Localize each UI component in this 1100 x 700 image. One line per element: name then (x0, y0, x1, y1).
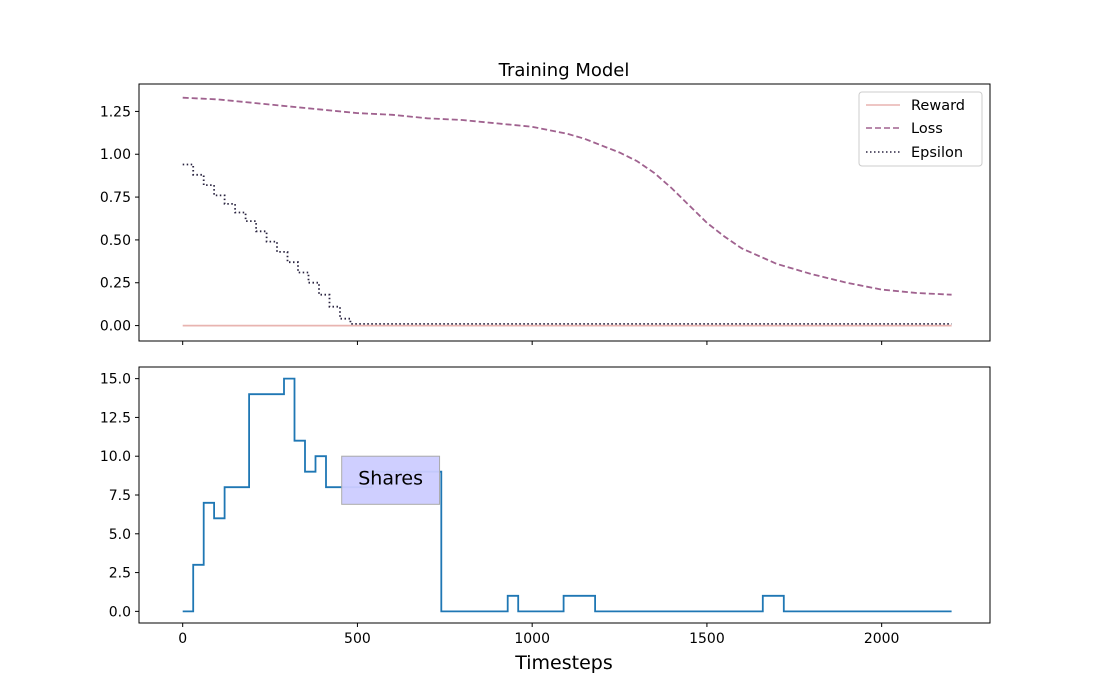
top-plot-frame (138, 83, 991, 342)
bottom-x-tick-label: 2000 (864, 631, 900, 647)
bottom-x-tick-label: 0 (178, 631, 187, 647)
bottom-y-tick-label: 7.5 (109, 488, 131, 504)
bottom-y-tick-label: 12.5 (100, 410, 131, 426)
shares-annotation-box (341, 455, 441, 505)
legend-reward-label: Reward (911, 98, 965, 114)
bottom-y-tick-label: 0.0 (109, 604, 131, 620)
bottom-y-tick-label: 2.5 (109, 566, 131, 582)
shares-series-line (182, 377, 952, 613)
bottom-x-tick-label: 1000 (514, 631, 550, 647)
bottom-series-group (182, 377, 952, 613)
top-y-axis: 0.00 0.25 0.50 0.75 1.00 1.25 (100, 104, 139, 335)
top-x-axis (182, 341, 883, 345)
top-y-tick-label: 0.00 (100, 319, 131, 335)
bottom-y-axis: 0.0 2.5 5.0 7.5 10.0 12.5 15.0 (100, 372, 139, 620)
top-y-tick-label: 0.25 (100, 276, 131, 292)
bottom-x-tick-label: 500 (344, 631, 371, 647)
top-y-tick-label: 0.50 (100, 233, 131, 249)
bottom-x-axis: 0 500 1000 1500 2000 (178, 623, 899, 647)
bottom-y-tick-label: 15.0 (100, 372, 131, 388)
chart-title: Training Model (498, 60, 630, 81)
legend: Reward Loss Epsilon (858, 91, 983, 167)
bottom-y-tick-label: 10.0 (100, 449, 131, 465)
top-y-tick-label: 0.75 (100, 190, 131, 206)
top-series-group (182, 96, 952, 327)
loss-series-line (182, 96, 952, 296)
shares-annotation-text: Shares (358, 467, 423, 489)
x-axis-label: Timesteps (514, 652, 613, 674)
shares-panel: Shares 0 500 1000 1500 2000 0.0 2.5 5.0 7.5 10.0… (100, 366, 991, 674)
legend-loss-label: Loss (911, 121, 943, 137)
bottom-plot-frame (138, 366, 991, 624)
top-y-tick-label: 1.00 (100, 147, 131, 163)
bottom-y-tick-label: 5.0 (109, 527, 131, 543)
legend-epsilon-label: Epsilon (911, 145, 963, 161)
top-y-tick-label: 1.25 (100, 104, 131, 120)
legend-box (858, 91, 983, 167)
epsilon-series-line (182, 163, 952, 325)
bottom-x-tick-label: 1500 (689, 631, 725, 647)
training-model-panel: Training Model 0.000.250.500.751.001.25 … (100, 60, 991, 345)
